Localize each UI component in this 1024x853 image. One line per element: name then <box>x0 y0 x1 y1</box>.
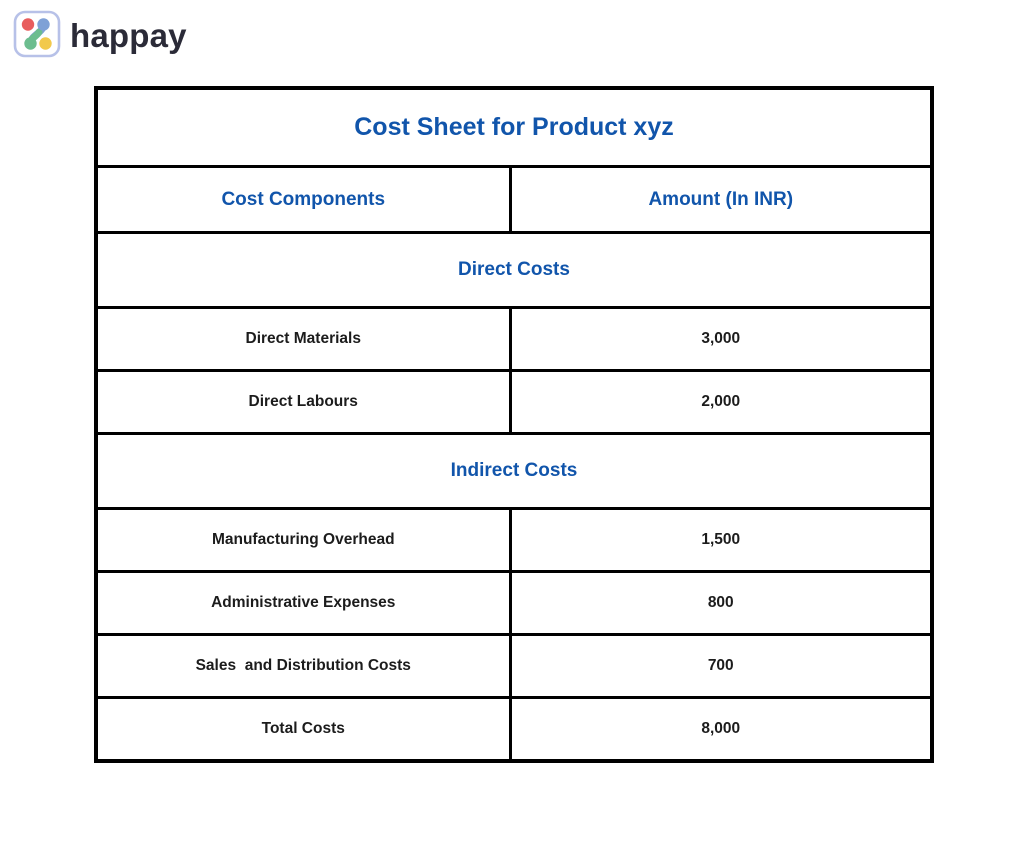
total-amount: 8,000 <box>508 696 934 763</box>
column-header-row: Cost Components Amount (In INR) <box>94 165 934 234</box>
row-label-sales-distribution: Sales and Distribution Costs <box>94 633 512 699</box>
row-amount-manufacturing-overhead: 1,500 <box>508 507 934 573</box>
section-heading-row: Direct Costs <box>94 231 934 309</box>
row-label-manufacturing-overhead: Manufacturing Overhead <box>94 507 512 573</box>
happay-logo-icon <box>13 10 61 58</box>
row-amount-sales-distribution: 700 <box>508 633 934 699</box>
section-heading-indirect-costs: Indirect Costs <box>94 432 934 510</box>
table-row: Manufacturing Overhead 1,500 <box>94 507 934 573</box>
row-label-direct-materials: Direct Materials <box>94 306 512 372</box>
total-label: Total Costs <box>94 696 512 763</box>
row-amount-administrative-expenses: 800 <box>508 570 934 636</box>
table-title: Cost Sheet for Product xyz <box>94 86 934 168</box>
cost-sheet-table: Cost Sheet for Product xyz Cost Componen… <box>94 86 934 763</box>
happay-logo: happay <box>13 10 187 58</box>
column-header-amount: Amount (In INR) <box>508 165 934 234</box>
table-row: Administrative Expenses 800 <box>94 570 934 636</box>
column-header-cost-components: Cost Components <box>94 165 512 234</box>
table-row: Direct Labours 2,000 <box>94 369 934 435</box>
total-row: Total Costs 8,000 <box>94 696 934 763</box>
table-row: Direct Materials 3,000 <box>94 306 934 372</box>
row-amount-direct-materials: 3,000 <box>508 306 934 372</box>
row-label-direct-labours: Direct Labours <box>94 369 512 435</box>
row-label-administrative-expenses: Administrative Expenses <box>94 570 512 636</box>
section-heading-row: Indirect Costs <box>94 432 934 510</box>
title-row: Cost Sheet for Product xyz <box>94 86 934 168</box>
happay-logo-wordmark: happay <box>70 16 187 54</box>
row-amount-direct-labours: 2,000 <box>508 369 934 435</box>
table-row: Sales and Distribution Costs 700 <box>94 633 934 699</box>
section-heading-direct-costs: Direct Costs <box>94 231 934 309</box>
